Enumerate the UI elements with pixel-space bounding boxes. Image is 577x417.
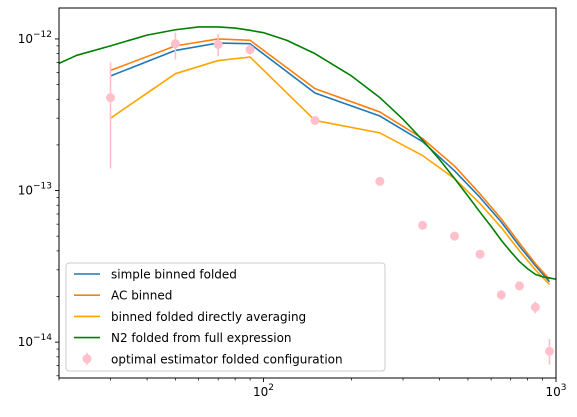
data-point (375, 176, 385, 186)
y-tick-label: 10−12 (18, 30, 52, 46)
legend-frame (65, 262, 386, 372)
legend-label: optimal estimator folded configuration (111, 352, 343, 366)
plot-frame (58, 7, 557, 379)
legend: simple binned folded AC binned binned fold… (65, 262, 386, 372)
legend-label: simple binned folded (111, 268, 237, 282)
legend-label: N2 folded from full expression (111, 331, 292, 345)
series-layer (58, 26, 557, 365)
series-line-4 (58, 26, 557, 281)
data-point (310, 115, 320, 125)
series-line-3 (110, 56, 551, 286)
y-axis-ticks: 10−14 10−13 10−12 (18, 30, 59, 377)
data-point (106, 93, 116, 103)
data-point (475, 249, 485, 259)
data-point (170, 39, 180, 49)
x-tick-label: 103 (545, 383, 566, 399)
data-point (450, 231, 460, 241)
data-point (496, 290, 506, 300)
legend-label: binned folded directly averaging (111, 310, 306, 324)
data-point (245, 45, 255, 55)
x-axis-ticks: 102 103 (58, 378, 567, 399)
data-point (544, 346, 554, 356)
legend-handle-marker (82, 354, 92, 364)
y-tick-label: 10−14 (18, 333, 53, 349)
x-tick-label: 102 (253, 383, 274, 399)
y-tick-label: 10−13 (18, 182, 52, 198)
legend-label: AC binned (111, 289, 172, 303)
legend-items: simple binned folded AC binned binned fold… (74, 268, 343, 366)
data-point (514, 281, 524, 291)
data-point (418, 220, 428, 230)
data-point (530, 302, 540, 312)
data-point (213, 39, 223, 49)
